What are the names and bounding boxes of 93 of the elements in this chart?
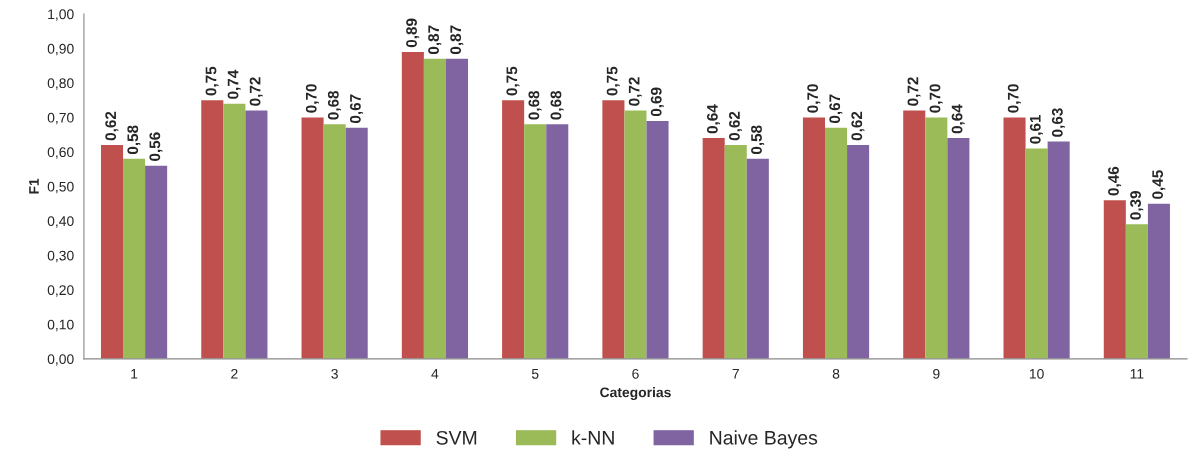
x-tick-label: 9 [933,368,940,379]
bar [1147,203,1170,359]
y-tick-label: 1,00 [48,9,74,21]
bar [445,58,468,359]
data-label: 0,39 [1130,191,1144,220]
bar [546,124,569,359]
bar [847,145,870,359]
y-tick-label: 0,30 [47,250,74,263]
bar [624,110,647,359]
bar [100,145,124,359]
y-tick-label: 0,90 [47,43,74,56]
x-tick-label: 4 [431,369,439,379]
data-label: 0,56 [149,132,163,161]
x-tick-label: 10 [1029,368,1044,379]
data-label: 0,68 [327,90,341,120]
data-label: 0,58 [751,125,765,155]
y-tick-label: 0,60 [47,147,74,159]
bar [201,100,224,359]
x-tick-label: 5 [531,369,539,379]
x-tick-label: 6 [632,368,639,379]
data-label: 0,74 [227,69,241,99]
bar [401,51,424,359]
legend-label: k-NN [572,430,614,445]
bar [1025,148,1048,359]
x-tick-label: 2 [231,368,238,379]
y-tick-label: 0,20 [47,285,74,297]
y-tick-label: 0,10 [47,319,74,332]
bar [502,100,525,359]
bar [524,124,547,359]
y-tick-label: 0,70 [47,112,74,125]
data-label: 0,72 [628,77,642,106]
bar [345,127,368,359]
data-label: 0,64 [951,104,965,134]
data-label: 0,67 [349,94,364,124]
legend-label: Naive Bayes [710,430,818,449]
x-tick-label: 7 [732,369,739,379]
y-tick-label: 0,50 [47,181,74,194]
legend-label: SVM [436,430,477,445]
bar [825,127,848,359]
y-tick-label: 0,40 [47,216,74,228]
bar [947,138,970,359]
data-label: 0,69 [650,87,664,117]
x-tick-label: 1 [131,369,138,379]
data-label: 0,70 [305,84,319,113]
bar [301,117,324,359]
x-tick-label: 11 [1130,369,1144,379]
bar [145,165,168,359]
data-label: 0,70 [929,84,943,113]
x-tick-label: 3 [331,368,338,379]
y-tick-label: 0,80 [47,78,74,90]
data-label: 0,63 [1051,108,1065,137]
bar [702,138,725,359]
data-label: 0,46 [1108,166,1122,196]
bar [1125,224,1148,359]
data-label: 0,68 [528,90,542,120]
data-label: 0,70 [807,84,821,113]
data-label: 0,67 [829,94,843,124]
y-tick-label: 0,00 [47,354,74,366]
y-axis-title: F1 [29,178,39,194]
data-label: 0,64 [706,104,720,134]
data-label: 0,75 [606,66,620,96]
bar [802,117,825,359]
data-label: 0,72 [249,77,263,106]
bar [602,100,625,359]
data-label: 0,87 [450,25,464,55]
x-tick-label: 8 [832,368,840,379]
data-label: 0,62 [729,111,743,141]
bar [1103,200,1126,359]
bar [223,103,246,359]
bar [123,158,146,359]
bar [646,120,669,359]
data-label: 0,87 [428,25,442,55]
bar [245,110,268,359]
data-label: 0,45 [1152,170,1166,199]
data-label: 0,75 [506,66,520,96]
bar [323,124,346,359]
data-label: 0,68 [550,90,564,120]
data-label: 0,89 [406,18,420,48]
data-label: 0,62 [851,111,865,141]
data-label: 0,62 [105,111,119,141]
bar [423,58,446,359]
data-label: 0,70 [1007,84,1021,113]
data-label: 0,58 [127,125,141,155]
bar [724,145,747,359]
bar [1047,141,1070,359]
data-label: 0,61 [1029,114,1043,144]
data-label: 0,75 [205,66,219,96]
bar [746,158,769,359]
bar [925,117,948,359]
data-label: 0,72 [907,77,921,106]
bar [1003,117,1026,359]
x-axis-title: Categorias [600,387,671,401]
bar [903,110,926,359]
